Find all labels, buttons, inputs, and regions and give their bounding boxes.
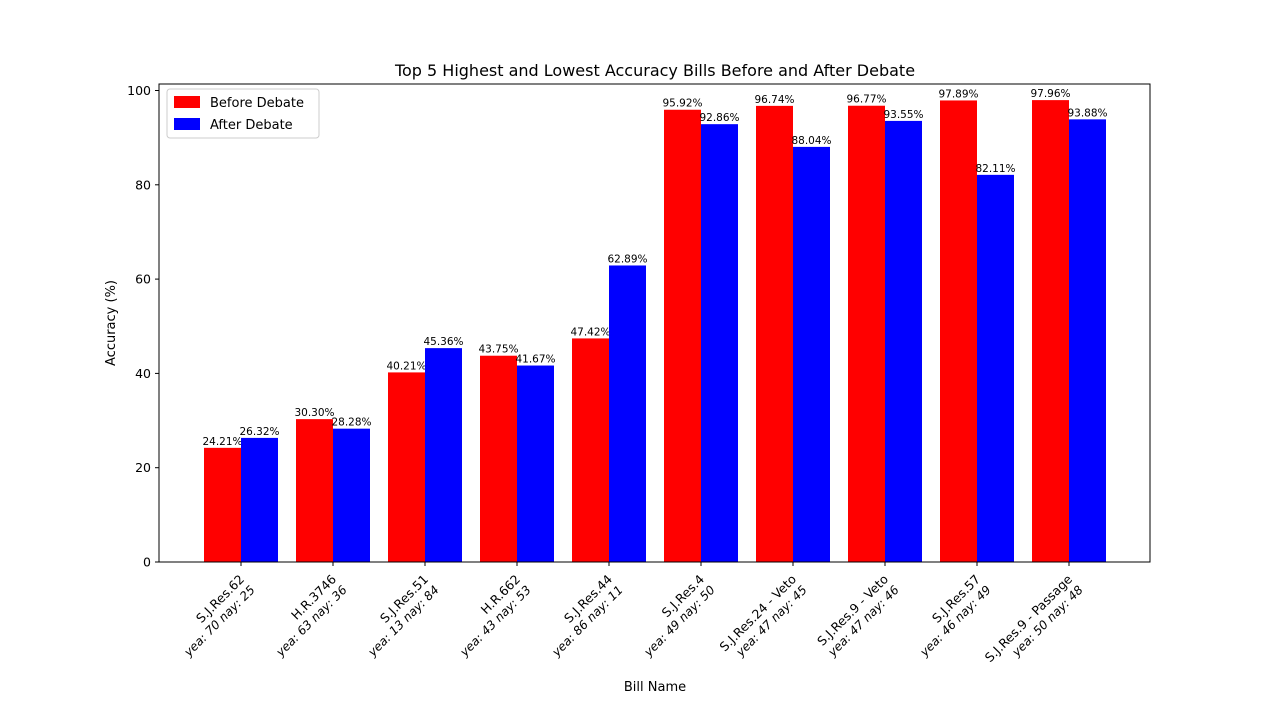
x-tick-label: S.J.Res.51yea: 13 nay: 84: [353, 572, 441, 660]
y-tick-label: 60: [135, 272, 151, 287]
bar-value-label: 88.04%: [791, 135, 831, 147]
bar-value-label: 92.86%: [699, 112, 739, 124]
bar-before: [296, 419, 333, 562]
x-tick-label: S.J.Res.62yea: 70 nay: 25: [169, 572, 257, 660]
bar-value-label: 30.30%: [294, 407, 334, 419]
legend-label-after: After Debate: [210, 118, 293, 133]
x-tick-label: S.J.Res.9 - Vetoyea: 47 nay: 46: [813, 571, 902, 660]
bar-after: [517, 365, 554, 562]
y-tick-label: 40: [135, 366, 151, 381]
bar-value-label: 47.42%: [570, 326, 610, 338]
y-axis-label: Accuracy (%): [104, 280, 119, 366]
x-tick-label: S.J.Res.24 - Vetoyea: 47 nay: 45: [716, 572, 809, 665]
bar-after: [241, 437, 278, 562]
bar-before: [756, 105, 793, 562]
bar-value-label: 95.92%: [662, 98, 702, 110]
plot-frame: [158, 83, 1151, 563]
x-tick-label: S.J.Res.44yea: 86 nay: 11: [537, 571, 625, 659]
legend-frame: [166, 88, 320, 139]
y-tick-label: 100: [127, 83, 151, 98]
bar-value-label: 96.77%: [846, 94, 886, 106]
x-tick-label: H.R.3746yea: 63 nay: 36: [261, 571, 350, 660]
bar-after: [793, 146, 830, 562]
bar-after: [1069, 119, 1106, 562]
bar-value-label: 97.89%: [938, 88, 978, 100]
bar-after: [885, 120, 922, 563]
bar-value-label: 45.36%: [423, 336, 463, 348]
bar-before: [940, 100, 977, 563]
bar-after: [333, 428, 370, 562]
bar-value-label: 93.88%: [1067, 107, 1107, 119]
bar-before: [1032, 100, 1069, 563]
bar-value-label: 28.28%: [331, 417, 371, 429]
legend: Before Debate After Debate: [166, 88, 320, 139]
bar-value-label: 97.96%: [1030, 88, 1070, 100]
y-tick-label: 20: [135, 460, 151, 475]
bar-value-label: 43.75%: [478, 344, 518, 356]
bar-before: [204, 447, 241, 562]
bar-before: [572, 338, 609, 562]
bar-before: [388, 372, 425, 562]
bar-value-label: 40.21%: [386, 360, 426, 372]
y-tick-label: 0: [143, 555, 151, 570]
bar-before: [848, 105, 885, 563]
y-tick-label: 80: [135, 177, 151, 192]
bar-value-label: 41.67%: [515, 354, 555, 366]
bar-after: [977, 174, 1014, 562]
bar-before: [480, 355, 517, 562]
bar-value-label: 82.11%: [975, 163, 1015, 175]
bar-after: [609, 265, 646, 562]
bar-value-label: 96.74%: [754, 94, 794, 106]
legend-label-before: Before Debate: [210, 96, 304, 111]
x-tick-label: S.J.Res.4yea: 49 nay: 50: [629, 571, 718, 660]
bar-after: [701, 124, 738, 562]
legend-swatch-after: [174, 118, 200, 130]
bar-value-label: 26.32%: [239, 426, 279, 438]
x-tick-label: S.J.Res.9 - Passageyea: 50 nay: 48: [982, 571, 1086, 675]
bar-value-label: 93.55%: [883, 109, 923, 121]
x-tick-label: H.R.662yea: 43 nay: 53: [445, 572, 533, 660]
bar-after: [425, 348, 462, 562]
x-axis-label: Bill Name: [624, 680, 686, 695]
legend-swatch-before: [174, 96, 200, 108]
bar-value-label: 24.21%: [202, 436, 242, 448]
x-tick-label: S.J.Res.57yea: 46 nay: 49: [905, 572, 993, 660]
bar-value-label: 62.89%: [607, 253, 647, 265]
chart-title: Top 5 Highest and Lowest Accuracy Bills …: [394, 61, 915, 80]
bar-before: [664, 109, 701, 563]
